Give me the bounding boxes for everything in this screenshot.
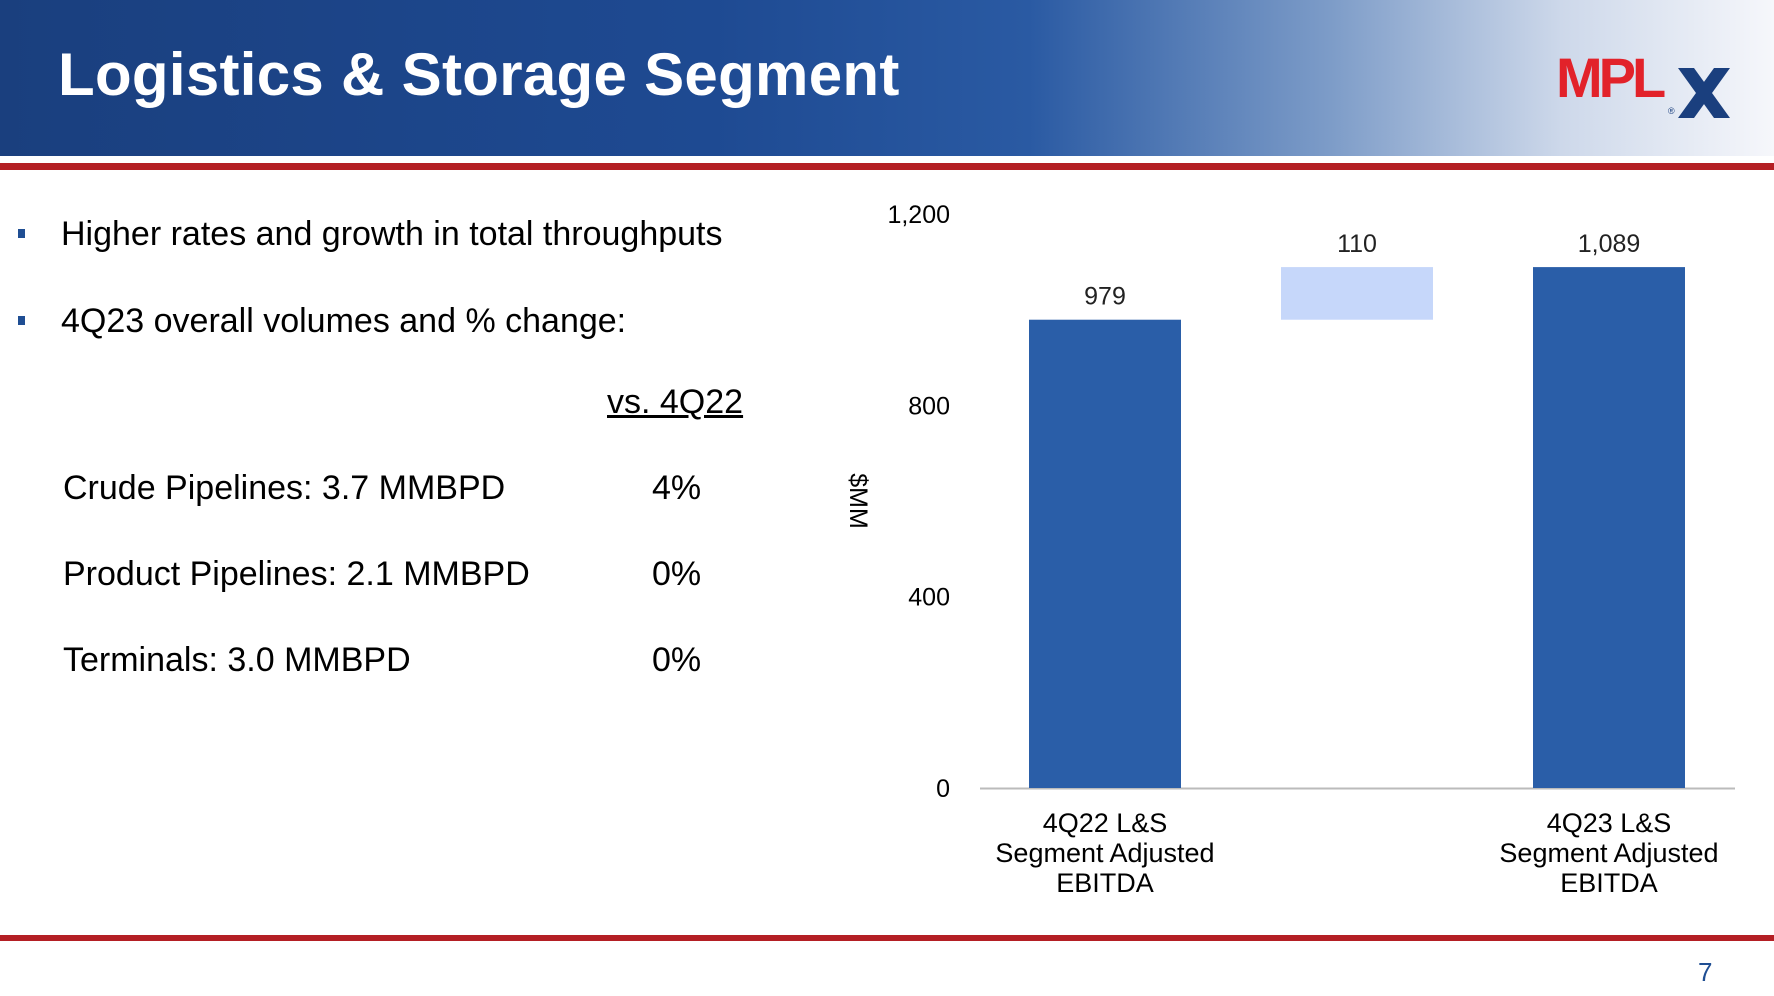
bullet-square-icon	[18, 316, 25, 325]
x-category-label: 4Q23 L&S	[1547, 808, 1672, 838]
page-number: 7	[1698, 957, 1713, 987]
y-axis-label: $MM	[844, 473, 872, 529]
volume-row-change: 0%	[652, 641, 702, 679]
bar-value-label: 1,089	[1578, 230, 1641, 258]
y-tick-label: 1,200	[887, 201, 950, 229]
chart-bar-total	[1533, 267, 1685, 789]
bar-value-label: 979	[1084, 283, 1126, 311]
footer-divider	[0, 935, 1774, 941]
y-tick-label: 0	[936, 775, 950, 803]
volume-row-label: Product Pipelines: 2.1 MMBPD	[63, 555, 530, 593]
bullet-text: Higher rates and growth in total through…	[61, 215, 723, 253]
bar-value-label: 110	[1337, 230, 1377, 258]
volume-column-header: vs. 4Q22	[607, 383, 744, 421]
x-category-label: EBITDA	[1560, 868, 1658, 898]
chart-bar-increase	[1281, 267, 1433, 320]
logo-wordmark: MPL	[1556, 46, 1666, 109]
header-divider	[0, 163, 1774, 170]
y-tick-label: 400	[908, 584, 950, 612]
bullet-square-icon	[18, 229, 25, 238]
logo-x-icon	[1678, 68, 1730, 118]
x-category-label: 4Q22 L&S	[1043, 808, 1168, 838]
x-category-label: EBITDA	[1056, 868, 1154, 898]
header-banner: Logistics & Storage Segment MPL ®	[0, 0, 1774, 156]
logo-registered-mark: ®	[1668, 106, 1675, 116]
x-category-label: Segment Adjusted	[1499, 838, 1718, 868]
volume-row-label: Crude Pipelines: 3.7 MMBPD	[63, 469, 506, 507]
chart-bar-total	[1029, 319, 1181, 788]
mplx-logo: MPL ®	[1556, 50, 1736, 122]
volume-row-change: 0%	[652, 555, 702, 593]
x-category-label: Segment Adjusted	[995, 838, 1214, 868]
volume-row-label: Terminals: 3.0 MMBPD	[63, 641, 411, 679]
volume-row-change: 4%	[652, 469, 702, 507]
page-title: Logistics & Storage Segment	[58, 41, 900, 108]
y-tick-label: 800	[908, 392, 950, 420]
bullet-text: 4Q23 overall volumes and % change:	[61, 302, 627, 340]
